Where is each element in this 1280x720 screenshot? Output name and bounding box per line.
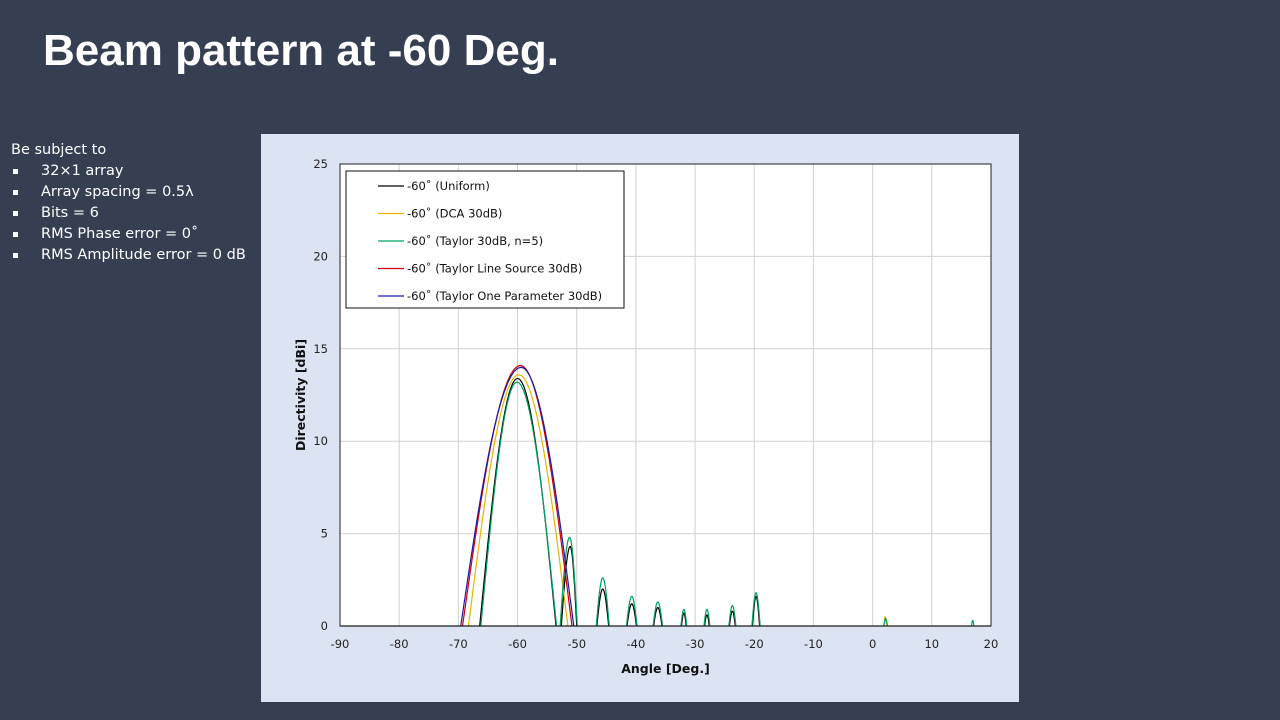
series-line-3 bbox=[480, 381, 975, 627]
y-tick-label: 20 bbox=[313, 249, 328, 263]
y-tick-label: 10 bbox=[313, 434, 328, 448]
conditions-heading: Be subject to bbox=[11, 142, 107, 158]
beam-pattern-chart: -90 -80 -70 -60 -50 -40 -30 -20 -10 0 10 20 0 5 10 15 20… bbox=[293, 157, 999, 676]
condition-item: 32×1 array bbox=[11, 161, 246, 182]
legend-label-3: -60˚ (Taylor 30dB, n=5) bbox=[407, 233, 543, 248]
y-axis-title: Directivity [dBi] bbox=[293, 339, 308, 451]
bullet-icon bbox=[13, 169, 18, 174]
series-line-4 bbox=[461, 364, 573, 627]
x-axis-title: Angle [Deg.] bbox=[621, 661, 710, 676]
y-tick-label: 15 bbox=[313, 342, 328, 356]
series-line-5 bbox=[460, 366, 575, 627]
x-tick-label: -30 bbox=[686, 637, 705, 651]
condition-text: 32×1 array bbox=[41, 163, 124, 179]
y-tick-label: 25 bbox=[313, 157, 328, 171]
x-tick-label: 20 bbox=[984, 637, 999, 651]
x-tick-label: 10 bbox=[924, 637, 939, 651]
legend-label-4: -60˚ (Taylor Line Source 30dB) bbox=[407, 261, 582, 276]
condition-text: RMS Amplitude error = 0 dB bbox=[41, 247, 246, 263]
condition-text: Array spacing = 0.5λ bbox=[41, 184, 194, 200]
condition-item: Array spacing = 0.5λ bbox=[11, 182, 246, 203]
x-tick-label: -20 bbox=[745, 637, 764, 651]
series-line-1 bbox=[479, 377, 761, 627]
legend-label-2: -60˚ (DCA 30dB) bbox=[407, 206, 502, 221]
legend-label-5: -60˚ (Taylor One Parameter 30dB) bbox=[407, 288, 602, 303]
x-tick-label: -90 bbox=[331, 637, 350, 651]
y-tick-label: 0 bbox=[321, 619, 328, 633]
legend-box bbox=[345, 170, 625, 309]
bullet-icon bbox=[13, 190, 18, 195]
x-tick-label: -50 bbox=[567, 637, 586, 651]
x-tick-label: -70 bbox=[449, 637, 468, 651]
bullet-icon bbox=[13, 253, 18, 258]
bullet-icon bbox=[13, 211, 18, 216]
condition-text: Bits = 6 bbox=[41, 205, 99, 221]
condition-text: RMS Phase error = 0˚ bbox=[41, 226, 199, 242]
x-tick-label: -40 bbox=[627, 637, 646, 651]
legend-label-1: -60˚ (Uniform) bbox=[407, 178, 490, 193]
bullet-icon bbox=[13, 232, 18, 237]
condition-item: Bits = 6 bbox=[11, 203, 246, 224]
x-tick-label: -10 bbox=[804, 637, 823, 651]
plot-frame bbox=[339, 163, 992, 627]
condition-item: RMS Phase error = 0˚ bbox=[11, 224, 246, 245]
conditions-panel: Be subject to 32×1 array Array spacing =… bbox=[11, 140, 246, 266]
conditions-list: 32×1 array Array spacing = 0.5λ Bits = 6… bbox=[11, 161, 246, 266]
x-tick-label: -80 bbox=[390, 637, 409, 651]
x-tick-label: 0 bbox=[869, 637, 876, 651]
y-tick-label: 5 bbox=[321, 527, 328, 541]
chart-panel: -90 -80 -70 -60 -50 -40 -30 -20 -10 0 10 20 0 5 10 15 20… bbox=[261, 134, 1019, 702]
x-tick-label: -60 bbox=[508, 637, 527, 651]
condition-item: RMS Amplitude error = 0 dB bbox=[11, 245, 246, 266]
slide-title: Beam pattern at -60 Deg. bbox=[43, 26, 559, 75]
